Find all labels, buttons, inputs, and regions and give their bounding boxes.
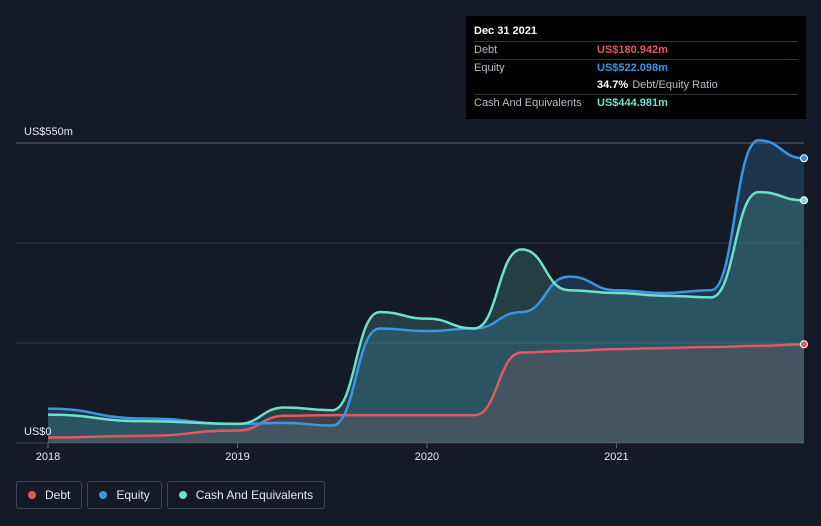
debt-line xyxy=(47,343,805,439)
equity-area xyxy=(48,140,804,443)
data-tooltip: Dec 31 2021 Debt US$180.942m Equity US$5… xyxy=(466,16,806,119)
tooltip-debt-label: Debt xyxy=(474,44,498,56)
debt-dot-icon xyxy=(28,491,36,499)
x-tick-label: 2018 xyxy=(36,451,60,463)
tooltip-debt-row: Debt US$180.942m xyxy=(474,41,798,59)
cash-and-equivalents-line xyxy=(47,190,805,426)
grid-lines xyxy=(16,142,804,444)
series-end-markers xyxy=(800,154,808,349)
tooltip-equity-row: Equity US$522.098m xyxy=(474,59,798,77)
tooltip-ratio-label: Debt/Equity Ratio xyxy=(632,79,718,91)
tooltip-debt-value: US$180.942m xyxy=(597,44,668,56)
tooltip-cash-label: Cash And Equivalents xyxy=(474,97,582,109)
tooltip-equity-label: Equity xyxy=(474,62,505,74)
tooltip-date: Dec 31 2021 xyxy=(474,25,537,37)
debt-area xyxy=(48,344,804,443)
x-axis-ticks: 2018 2019 2020 2021 xyxy=(36,443,629,463)
tooltip-cash-value: US$444.981m xyxy=(597,97,668,109)
tooltip-equity-value: US$522.098m xyxy=(597,62,668,74)
tooltip-cash-row: Cash And Equivalents US$444.981m xyxy=(474,94,798,112)
equity-end-marker xyxy=(800,154,808,163)
legend-label-equity: Equity xyxy=(116,488,150,502)
x-tick-label: 2021 xyxy=(604,451,628,463)
legend-item-cash[interactable]: Cash And Equivalents xyxy=(166,481,326,509)
cash-and-equivalents-area xyxy=(48,192,804,443)
legend-item-debt[interactable]: Debt xyxy=(16,481,83,509)
debt-end-marker xyxy=(800,340,808,349)
y-axis-top-label: US$550m xyxy=(24,126,73,138)
legend-label-cash: Cash And Equivalents xyxy=(195,488,314,502)
x-tick-label: 2020 xyxy=(415,451,439,463)
legend-label-debt: Debt xyxy=(45,488,71,502)
y-axis-bottom-label: US$0 xyxy=(24,426,52,438)
x-tick-label: 2019 xyxy=(225,451,249,463)
chart-legend: Debt Equity Cash And Equivalents xyxy=(16,481,330,509)
cash-dot-icon xyxy=(178,491,187,499)
equity-dot-icon xyxy=(99,491,108,499)
cash-and-equivalents-end-marker xyxy=(800,196,808,205)
series-areas xyxy=(48,140,804,443)
legend-item-equity[interactable]: Equity xyxy=(87,481,162,509)
series-lines xyxy=(47,139,805,439)
tooltip-ratio-row: 34.7% Debt/Equity Ratio xyxy=(474,77,798,94)
tooltip-ratio-value: 34.7% xyxy=(597,79,629,91)
